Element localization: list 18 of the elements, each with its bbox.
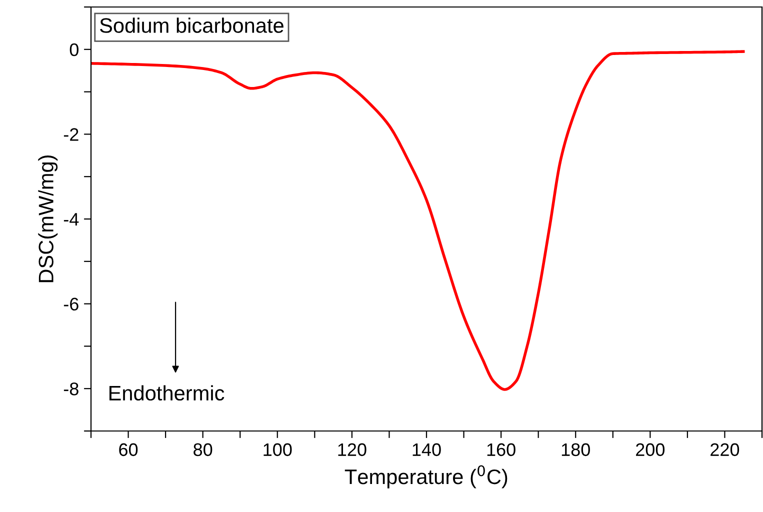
x-tick-label: 140: [412, 443, 441, 456]
y-tick-label: -2: [64, 128, 78, 141]
x-axis-title: Temperature ($^{0}$C): [344, 465, 508, 488]
y-tick-label: 0: [70, 43, 78, 56]
y-tick-label: -4: [64, 213, 79, 226]
x-tick-label: 120: [338, 443, 366, 456]
y-tick-label: -6: [64, 298, 78, 311]
y-tick-label: -8: [64, 382, 78, 396]
x-tick-label: 200: [636, 443, 665, 456]
x-tick-label: 100: [264, 443, 292, 456]
x-tick-label: 80: [194, 443, 212, 456]
x-tick-label: 180: [562, 443, 590, 456]
annotation: Endothermic: [109, 385, 224, 401]
x-tick-label: 220: [710, 443, 740, 456]
x-tick-label: 60: [119, 443, 138, 456]
x-tick-label: 160: [487, 443, 516, 456]
y-axis-title: DSC(mW/mg): [38, 155, 58, 282]
chart-title: Sodium bicarbonate: [100, 18, 284, 33]
